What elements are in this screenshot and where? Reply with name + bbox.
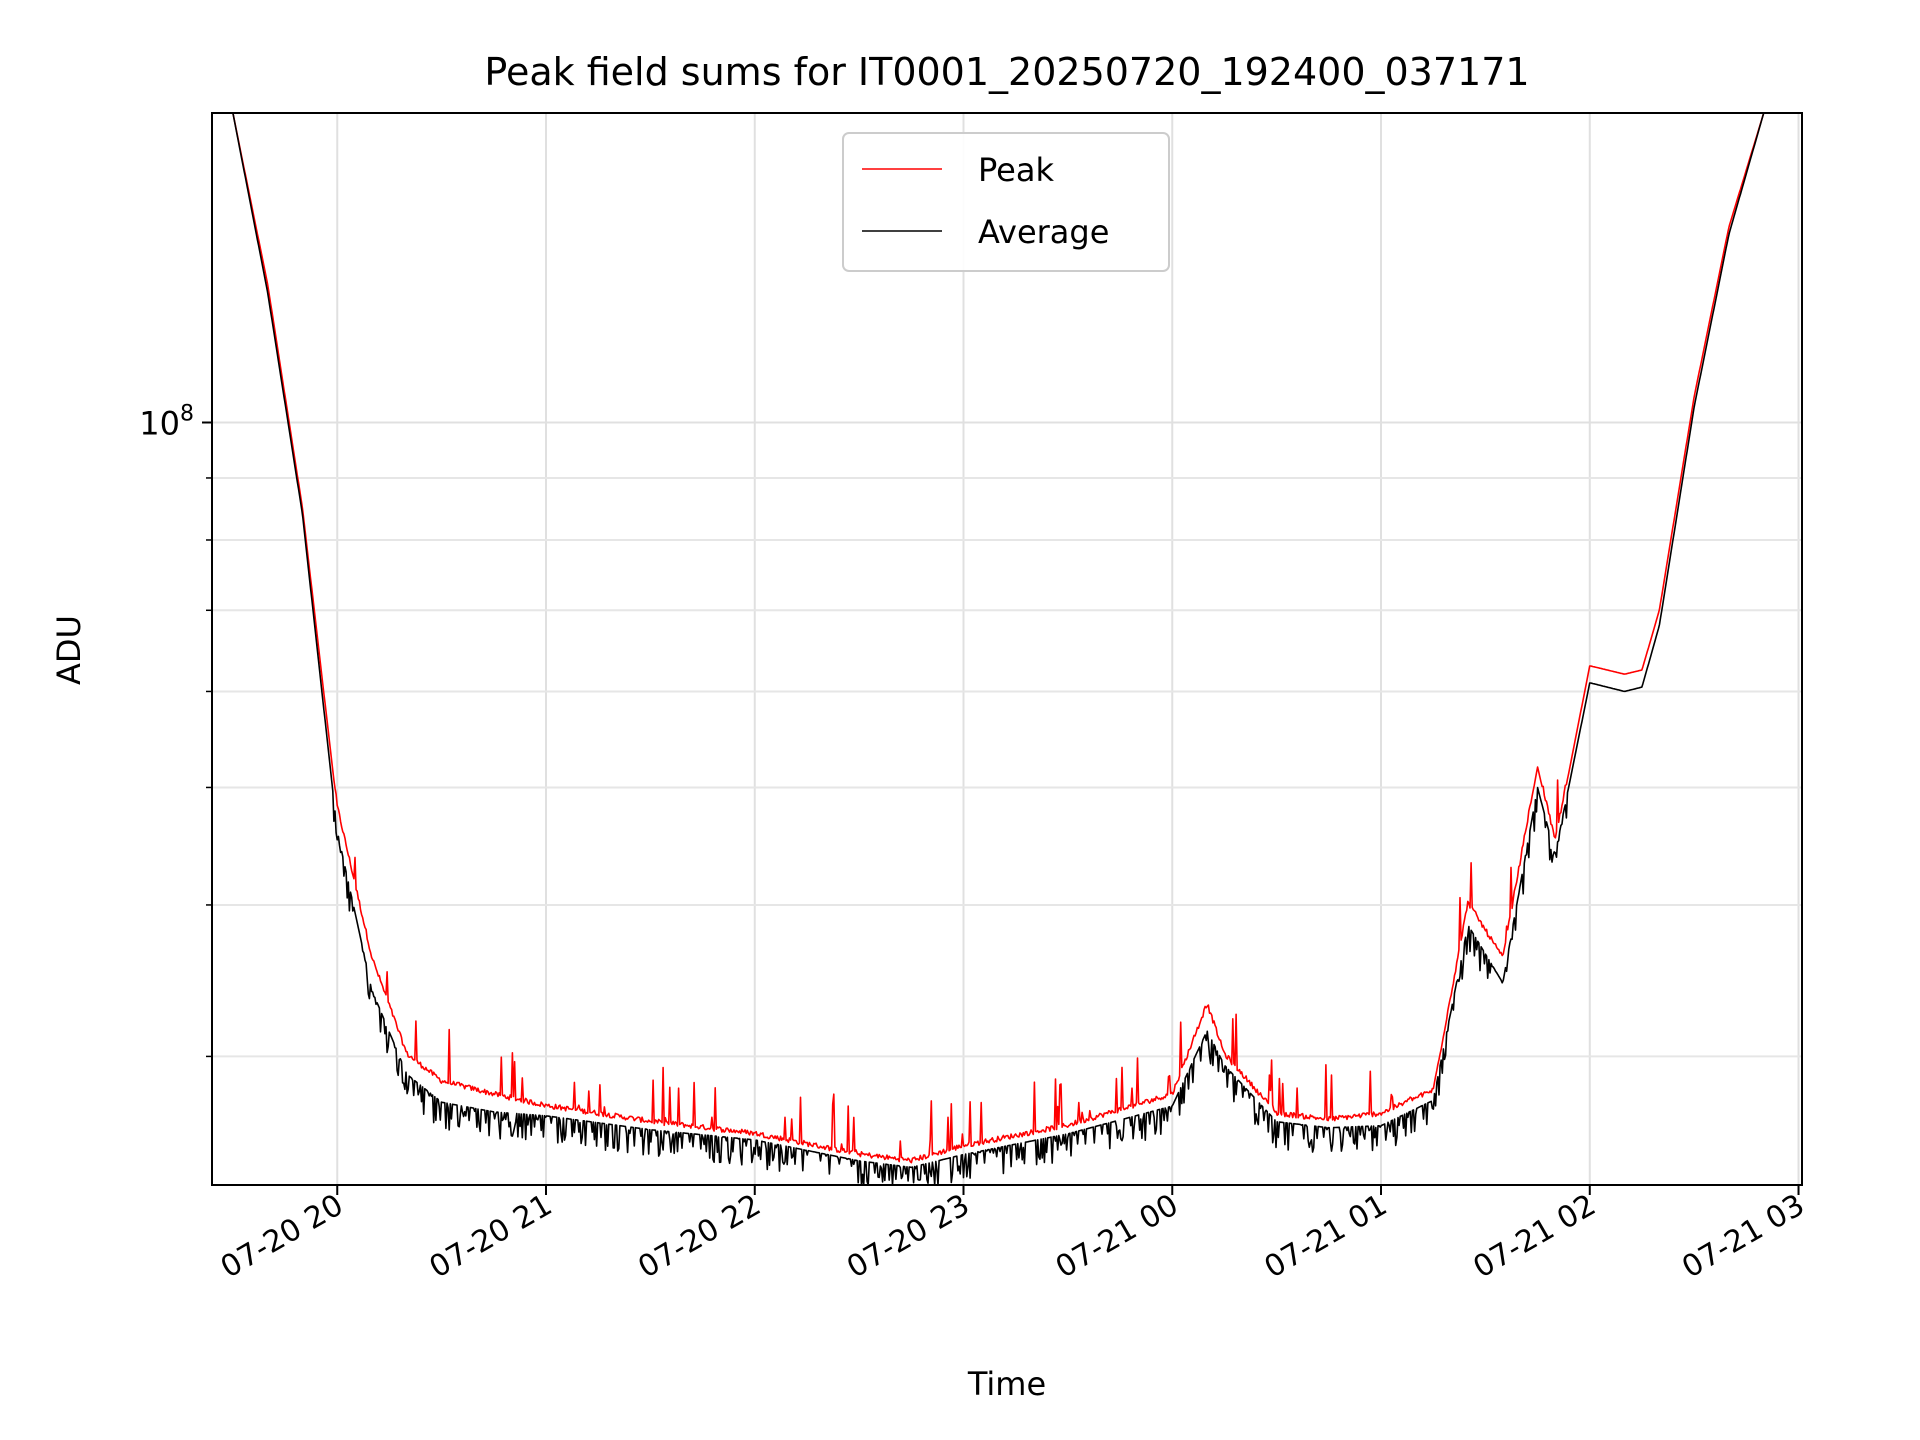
series-group [212, 112, 1765, 1186]
legend-frame [842, 132, 1170, 272]
x-axis-label: Time [967, 1365, 1046, 1403]
legend-average-label: Average [978, 213, 1109, 251]
legend-peak-label: Peak [978, 151, 1054, 189]
axes-frame [211, 112, 1803, 1186]
chart-title: Peak field sums for IT0001_20250720_1924… [484, 50, 1529, 94]
y-axis-label: ADU [50, 615, 88, 685]
series-line-peak [212, 112, 1765, 1164]
series-line-average [212, 112, 1765, 1186]
legend: Peak Average [842, 132, 1170, 272]
